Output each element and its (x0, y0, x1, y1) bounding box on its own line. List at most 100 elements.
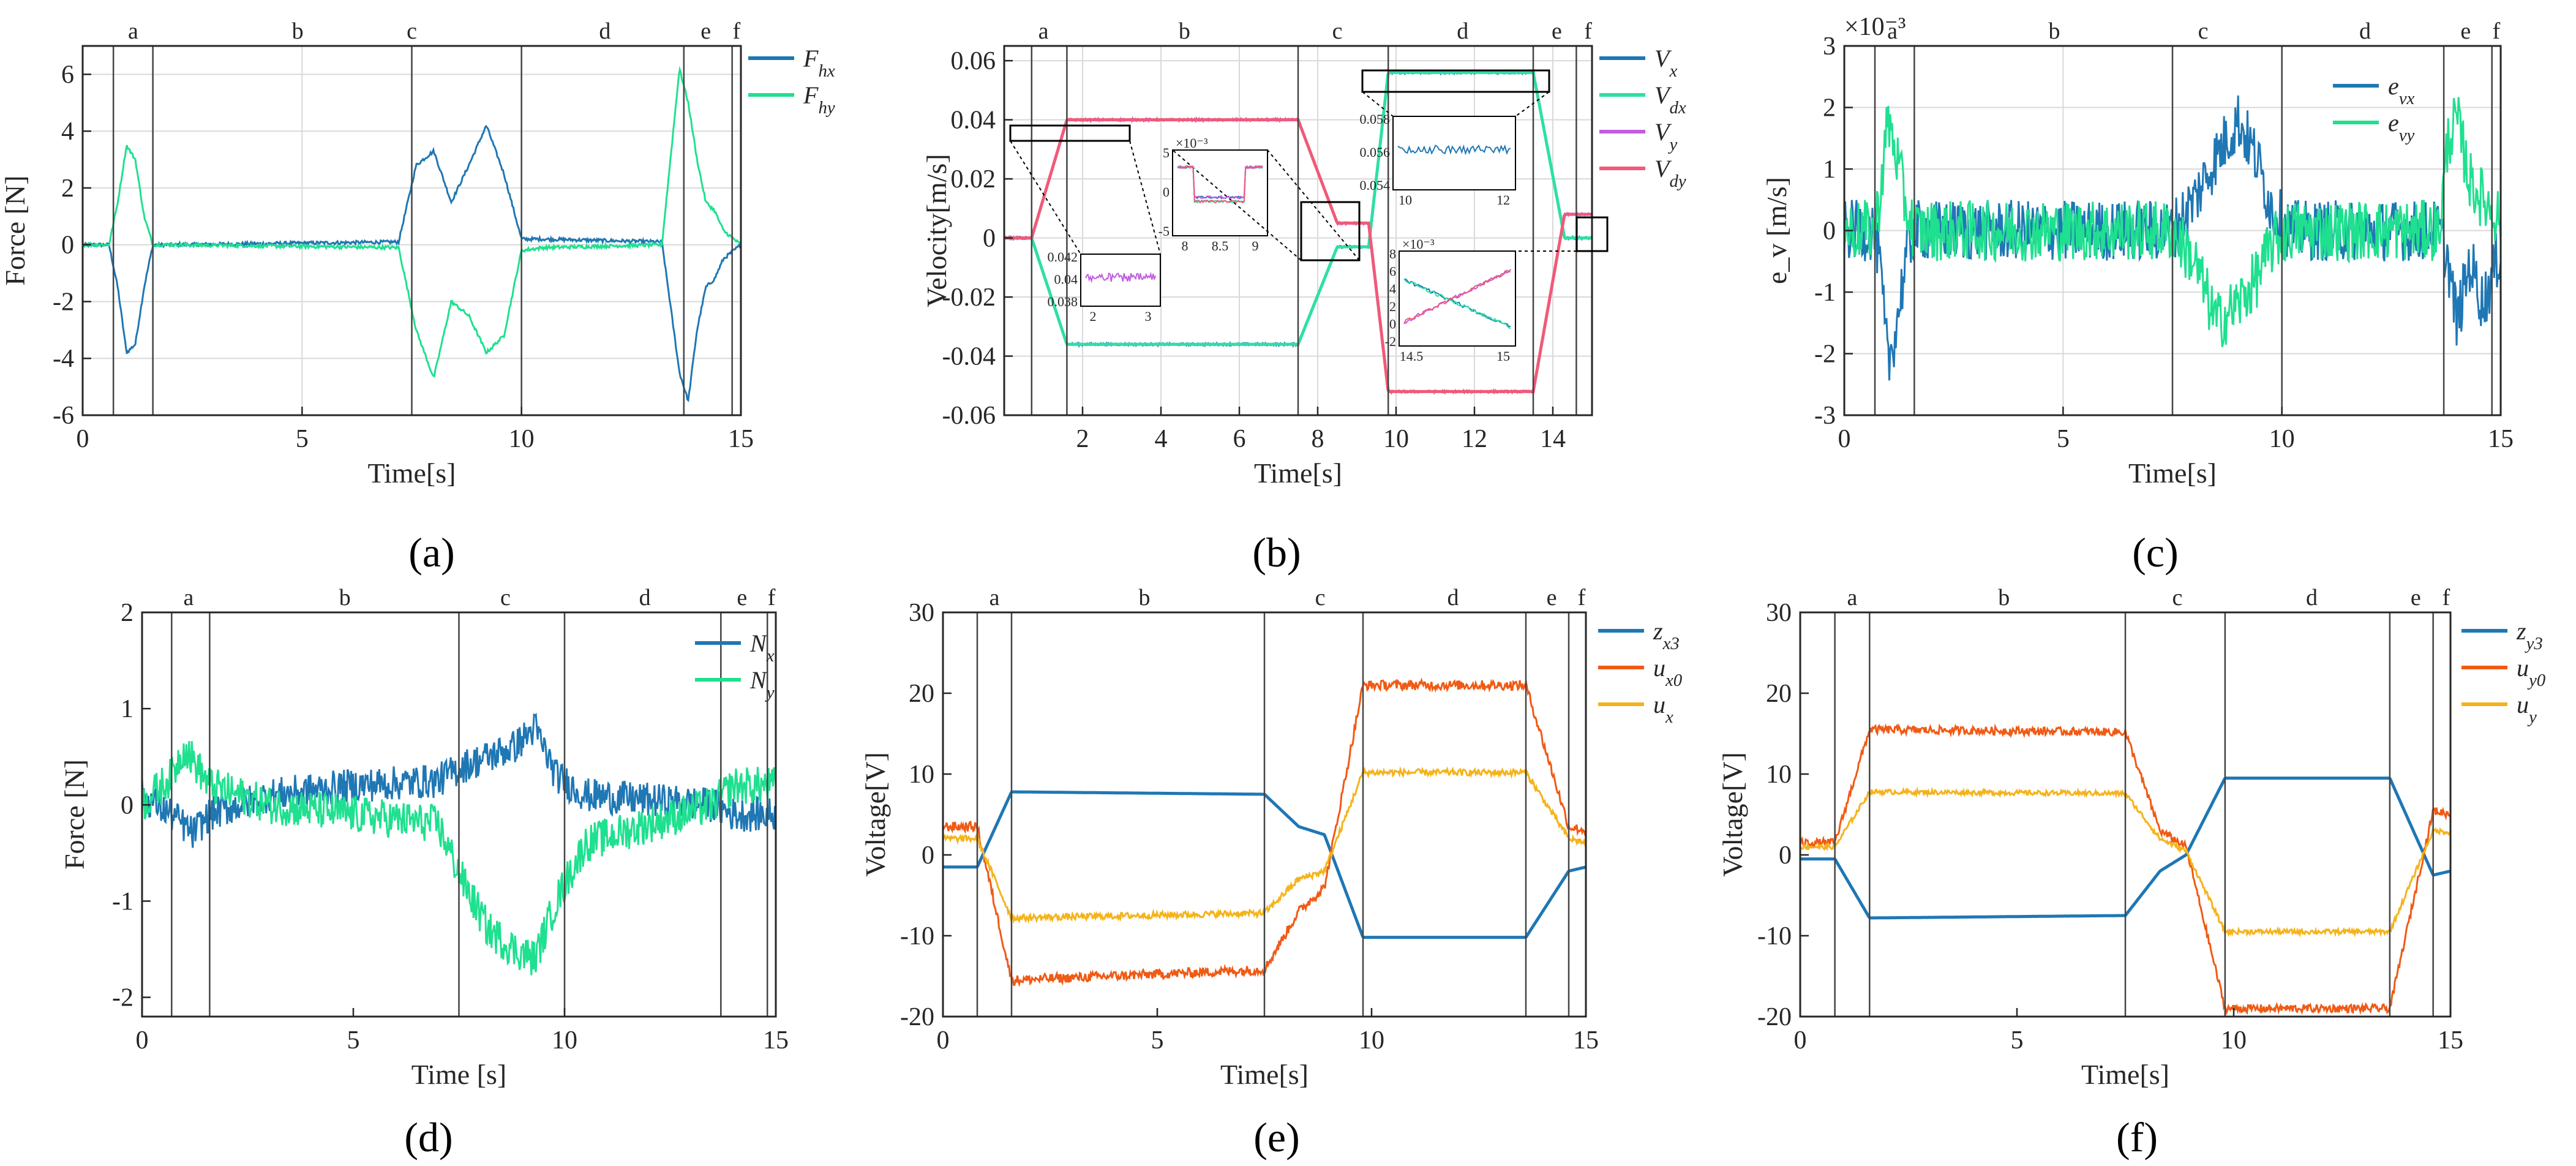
phase-label: b (292, 18, 304, 44)
inset-x-tick: 10 (1399, 192, 1412, 208)
y-tick-label: -4 (53, 345, 74, 373)
legend-entry-f-hx: Fhx (803, 45, 835, 81)
x-tick-label: 15 (728, 425, 754, 453)
y-tick-label: 2 (1823, 94, 1836, 122)
y-tick-label: 6 (61, 61, 74, 89)
y-axis-label: Force [N] (59, 759, 90, 870)
legend-entry-v-y: Vy (1654, 118, 1677, 154)
phase-label: d (599, 18, 610, 44)
phase-label: e (2460, 18, 2471, 44)
y-tick-label: -2 (53, 288, 74, 316)
phase-label: e (1552, 18, 1562, 44)
x-tick-label: 5 (2011, 1026, 2024, 1055)
phase-label: e (737, 585, 747, 611)
phase-label: f (2493, 18, 2501, 44)
y-tick-label: 0.04 (951, 107, 996, 135)
y-tick-label: 30 (909, 599, 934, 627)
y-tick-label: -2 (112, 984, 133, 1012)
y-axis-label: Voltage[V] (1717, 752, 1748, 877)
panel-label-b: (b) (1252, 529, 1301, 576)
phase-label: b (1998, 585, 2010, 611)
inset-frame (1172, 149, 1268, 236)
y-tick-label: 0 (922, 841, 934, 870)
y-tick-label: 3 (1823, 32, 1836, 61)
zoom-inset: 0.042 0.04 0.038 2 3 (1009, 124, 1161, 324)
x-tick-label: 12 (1462, 425, 1487, 453)
inset-y-tick: 4 (1389, 281, 1396, 296)
phase-label: c (2198, 18, 2209, 44)
phase-label: a (128, 18, 138, 44)
legend-entry-n-y: Ny (749, 666, 775, 702)
legend-entry-v-dy: Vdy (1654, 155, 1686, 191)
x-tick-label: 5 (296, 425, 309, 453)
inset-series-line (1403, 269, 1511, 325)
y-tick-label: -1 (1814, 279, 1836, 307)
panel-label-d: (d) (404, 1114, 452, 1160)
legend-entry-z-y3: zy3 (2516, 617, 2543, 653)
inset-x-tick: 12 (1496, 192, 1510, 208)
phase-label: c (1315, 585, 1326, 611)
axes-frame (1799, 611, 2452, 1018)
x-tick-label: 2 (1076, 425, 1089, 453)
x-tick-label: 6 (1233, 425, 1246, 453)
x-tick-label: 15 (763, 1026, 789, 1055)
x-tick-label: 10 (509, 425, 535, 453)
inset-series-line (1403, 278, 1511, 329)
legend-entry-v-x: Vx (1654, 45, 1677, 81)
legend-entry-e-vy: evy (2388, 109, 2415, 145)
y-tick-label: 0.06 (951, 47, 996, 75)
phase-label: c (2172, 585, 2183, 611)
chart-panel-b: a b c d e f 2 4 6 8 10 12 14 -0.06 -0.04 -0.02 0 0.02 0.04… (921, 18, 1686, 576)
phase-label: b (1179, 18, 1190, 44)
phase-label: f (768, 585, 776, 611)
inset-exponent: ×10⁻³ (1402, 236, 1435, 252)
chart-panel-f: a b c d e f 0 5 10 15 -20 -10 0 10 20 30 Time[s] Voltage[… (1717, 585, 2546, 1160)
chart-panel-e: a b c d e f 0 5 10 15 -20 -10 0 10 20 30 Time[s] Voltage[… (860, 585, 1683, 1160)
x-axis-label: Time[s] (1220, 1059, 1309, 1090)
inset-y-tick: 0 (1389, 316, 1396, 331)
phase-label: e (2411, 585, 2421, 611)
x-tick-label: 10 (1383, 425, 1409, 453)
phase-label: d (1457, 18, 1468, 44)
inset-x-tick: 3 (1145, 309, 1152, 324)
x-tick-label: 15 (2438, 1026, 2463, 1055)
x-tick-label: 15 (2488, 425, 2514, 453)
phase-label: e (1547, 585, 1557, 611)
phase-label: d (2359, 18, 2371, 44)
x-tick-label: 5 (2057, 425, 2070, 453)
y-tick-label: -6 (53, 402, 74, 430)
inset-y-tick: 0.058 (1360, 111, 1391, 127)
inset-exponent: ×10⁻³ (1176, 135, 1208, 151)
legend-entry-z-x3: zx3 (1653, 617, 1680, 653)
x-tick-label: 0 (1794, 1026, 1807, 1055)
x-tick-label: 10 (2221, 1026, 2247, 1055)
inset-y-tick: 0.042 (1048, 249, 1078, 265)
chart-panel-a: a b c d e f 0 5 10 15 -6 -4 -2 0 2 4 6 Time[s] Force [N] Fh… (0, 18, 835, 576)
y-tick-label: 2 (61, 175, 74, 203)
x-tick-label: 4 (1155, 425, 1168, 453)
phase-label: a (1887, 18, 1898, 44)
y-tick-label: 20 (1766, 680, 1792, 708)
inset-y-tick: 0.038 (1048, 294, 1078, 309)
legend-entry-u-y: uy (2517, 691, 2537, 727)
chart-panel-c: a b c d e f 0 5 10 15 -3 -2 -1 0 1 2 3 Time[s] e_v [m/s] ×1… (1761, 13, 2514, 576)
legend-entry-e-vx: evx (2388, 72, 2415, 108)
x-tick-label: 0 (77, 425, 89, 453)
panel-label-e: (e) (1253, 1114, 1299, 1160)
inset-x-tick: 8.5 (1212, 238, 1229, 254)
x-tick-label: 15 (1573, 1026, 1599, 1055)
y-tick-label: -20 (1757, 1003, 1792, 1031)
y-axis-label: Velocity[m/s] (921, 154, 952, 307)
phase-label: d (1448, 585, 1459, 611)
zoom-source-box (1009, 124, 1131, 142)
zoom-connector (1362, 91, 1394, 117)
panel-label-a: (a) (408, 529, 454, 576)
zoom-inset: 5 0 -5 8 8.5 9 ×10⁻³ (1158, 135, 1361, 261)
y-tick-label: 30 (1766, 599, 1792, 627)
y-tick-label: -1 (112, 887, 133, 916)
inset-y-tick: 0.04 (1054, 272, 1078, 287)
x-tick-label: 10 (2269, 425, 2295, 453)
